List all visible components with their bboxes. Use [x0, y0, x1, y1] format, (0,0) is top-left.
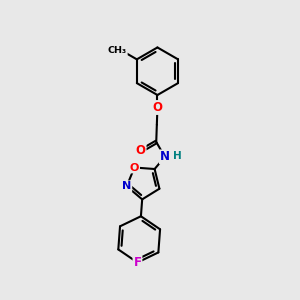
Text: F: F: [134, 256, 142, 269]
Text: N: N: [160, 150, 170, 164]
Text: O: O: [152, 101, 162, 114]
Text: N: N: [122, 181, 131, 191]
Text: O: O: [130, 163, 139, 172]
Text: CH₃: CH₃: [108, 46, 127, 55]
Text: O: O: [136, 144, 146, 157]
Text: H: H: [173, 151, 182, 161]
